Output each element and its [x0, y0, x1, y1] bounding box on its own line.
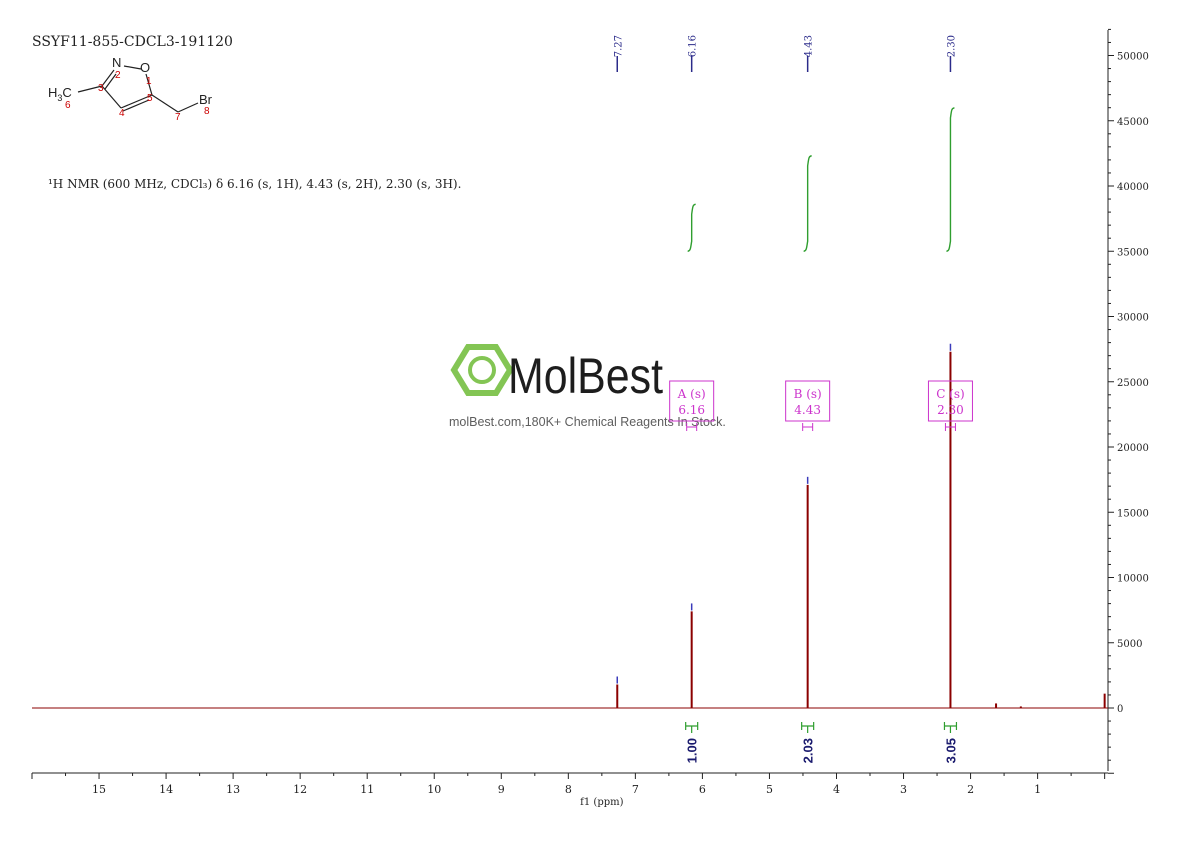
y-tick-label: 20000 — [1117, 443, 1149, 454]
integral-range-marker — [801, 722, 815, 733]
integral-curve — [687, 203, 696, 252]
x-tick-label: 7 — [632, 783, 639, 796]
atom-number: 1 — [146, 76, 152, 87]
x-tick-label: 13 — [226, 783, 240, 796]
y-tick-label: 0 — [1117, 704, 1123, 715]
x-tick-label: 12 — [293, 783, 307, 796]
x-tick-label: 9 — [498, 783, 505, 796]
x-tick-label: 8 — [565, 783, 572, 796]
y-tick-label: 10000 — [1117, 574, 1149, 585]
x-axis: 15 14 13 12 11 10 9 8 7 6 5 4 3 2 1 f1 (ppm) — [31, 772, 1108, 808]
x-tick-label: 10 — [427, 783, 441, 796]
integral-curve — [946, 107, 955, 252]
multiplet-label: B (s) — [794, 387, 822, 401]
x-tick-label: 3 — [900, 783, 907, 796]
x-tick-label: 1 — [1034, 783, 1041, 796]
y-tick-label: 5000 — [1117, 639, 1142, 650]
y-tick-label: 25000 — [1117, 378, 1149, 389]
peak-label: 7.27 — [613, 35, 624, 57]
atom-bromine: Br — [199, 92, 213, 107]
integral-curves — [687, 107, 955, 252]
y-tick-label: 40000 — [1117, 182, 1149, 193]
multiplet-shift: 4.43 — [794, 403, 821, 417]
multiplet-boxes: A (s) 6.16 B (s) 4.43 C (s) 2.30 — [669, 380, 973, 431]
multiplet-box — [927, 380, 973, 422]
peak-label: 6.16 — [688, 35, 699, 57]
multiplet-label: A (s) — [677, 387, 706, 401]
y-axis: 0 5000 10000 15000 20000 25000 30000 35000 40000… — [1107, 28, 1149, 774]
multiplet-shift: 2.30 — [937, 403, 964, 417]
multiplet-box — [669, 380, 715, 422]
atom-oxygen: O — [140, 60, 150, 75]
atom-ch3: H3C — [48, 85, 72, 103]
spectrum — [32, 343, 1108, 709]
y-tick-label: 30000 — [1117, 313, 1149, 324]
multiplet-shift: 6.16 — [678, 403, 705, 417]
atom-number: 4 — [119, 108, 125, 119]
multiplet-box — [785, 380, 831, 422]
y-tick-label: 45000 — [1117, 117, 1149, 128]
benzene-logo-icon — [450, 344, 514, 396]
watermark-brand: MolBest — [508, 348, 663, 404]
y-tick-label: 50000 — [1117, 52, 1149, 63]
x-tick-label: 15 — [92, 783, 106, 796]
x-tick-label: 5 — [766, 783, 773, 796]
integral-range-marker — [685, 722, 699, 733]
watermark: MolBest molBest.com,180K+ Chemical Reage… — [449, 344, 726, 429]
integral-value: 3.05 — [943, 738, 958, 763]
integral-range-marker — [943, 722, 958, 733]
chemical-structure: H3C N O Br 1 2 3 4 5 6 7 8 — [48, 55, 213, 123]
integral-values: 1.00 2.03 3.05 — [685, 722, 958, 763]
integral-value: 2.03 — [801, 738, 816, 763]
atom-number: 7 — [175, 112, 181, 123]
integral-curve — [803, 155, 812, 252]
peak-labels: 7.27 6.16 4.43 2.30 — [613, 35, 957, 72]
atom-number: 3 — [98, 83, 104, 94]
atom-number: 5 — [147, 93, 153, 104]
atom-number: 8 — [204, 106, 210, 117]
multiplet-label: C (s) — [936, 387, 965, 401]
atom-number: 6 — [65, 100, 71, 111]
x-tick-label: 4 — [833, 783, 840, 796]
multiplet-range-marker — [802, 423, 814, 431]
x-tick-label: 6 — [699, 783, 706, 796]
x-axis-title: f1 (ppm) — [580, 797, 623, 808]
multiplet-range-marker — [686, 423, 698, 431]
integral-value: 1.00 — [685, 738, 700, 763]
x-tick-label: 11 — [360, 783, 374, 796]
atom-nitrogen: N — [112, 55, 121, 70]
x-tick-label: 2 — [967, 783, 974, 796]
peak-label: 4.43 — [804, 35, 815, 57]
atom-number: 2 — [115, 70, 121, 81]
multiplet-range-marker — [944, 423, 956, 431]
watermark-tagline: molBest.com,180K+ Chemical Reagents In S… — [449, 415, 726, 429]
y-tick-label: 35000 — [1117, 247, 1149, 258]
peak-label: 2.30 — [946, 35, 957, 57]
nmr-caption: ¹H NMR (600 MHz, CDCl₃) δ 6.16 (s, 1H), … — [48, 177, 461, 191]
x-tick-label: 14 — [159, 783, 173, 796]
sample-id: SSYF11-855-CDCL3-191120 — [32, 34, 233, 50]
y-tick-label: 15000 — [1117, 508, 1149, 519]
